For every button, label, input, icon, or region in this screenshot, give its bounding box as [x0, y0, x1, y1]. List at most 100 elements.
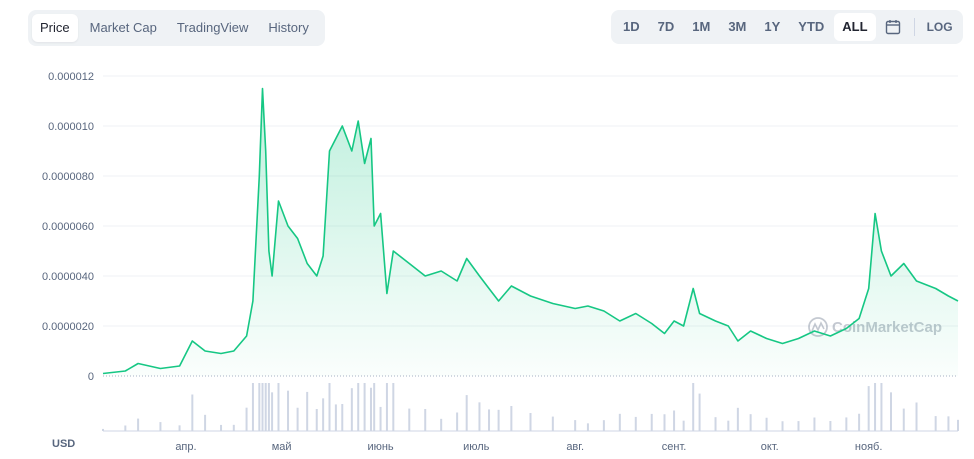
- volume-bar: [727, 420, 730, 431]
- volume-bar: [102, 428, 104, 431]
- volume-bar: [369, 387, 372, 431]
- y-axis: 0 0.0000020 0.0000040 0.0000060 0.0000080 0.0…: [42, 71, 94, 383]
- x-tick-label: апр.: [175, 441, 196, 453]
- volume-bar: [497, 409, 500, 431]
- volume-bar: [334, 404, 337, 431]
- volume-bar: [287, 390, 290, 431]
- volume-bars: [102, 383, 959, 431]
- y-tick-label: 0.000012: [48, 71, 94, 83]
- range-1y-button[interactable]: 1Y: [764, 19, 781, 34]
- range-1d-button[interactable]: 1D: [623, 19, 640, 34]
- volume-bar: [510, 406, 513, 431]
- volume-bar: [902, 408, 905, 431]
- y-tick-label: 0.000010: [48, 121, 94, 133]
- volume-bar: [915, 402, 918, 431]
- price-line: [102, 87, 959, 375]
- volume-bar: [529, 413, 532, 431]
- volume-bar: [845, 417, 848, 431]
- volume-bar: [159, 422, 162, 431]
- volume-bar: [264, 383, 267, 431]
- x-axis: апр. май июнь июль авг. сент. окт. нояб.: [175, 441, 882, 453]
- volume-bar: [220, 424, 223, 431]
- volume-bar: [551, 416, 554, 431]
- y-tick-label: 0.0000080: [42, 171, 94, 183]
- y-tick-label: 0.0000040: [42, 271, 94, 283]
- volume-bar: [424, 409, 427, 431]
- volume-bar: [634, 416, 637, 431]
- volume-bar: [934, 416, 937, 431]
- volume-bar: [315, 409, 318, 431]
- divider: [913, 18, 915, 36]
- tab-history[interactable]: History: [268, 20, 309, 35]
- volume-bar: [245, 407, 248, 431]
- volume-bar: [465, 395, 468, 431]
- volume-bar: [874, 383, 877, 431]
- range-1m-button[interactable]: 1M: [692, 19, 711, 34]
- volume-bar: [867, 386, 870, 431]
- volume-bar: [379, 406, 382, 431]
- x-tick-label: май: [272, 441, 292, 453]
- x-tick-label: июль: [463, 441, 490, 453]
- volume-bar: [880, 383, 883, 431]
- range-3m-button[interactable]: 3M: [728, 19, 747, 34]
- volume-bar: [858, 413, 861, 431]
- chart-tabs: Price Market Cap TradingView History: [28, 10, 325, 46]
- volume-bar: [890, 392, 893, 431]
- tab-market-cap[interactable]: Market Cap: [89, 20, 157, 35]
- volume-bar: [306, 391, 309, 431]
- volume-bar: [328, 383, 331, 431]
- volume-bar: [673, 410, 676, 431]
- range-ytd-button[interactable]: YTD: [798, 19, 825, 34]
- volume-bar: [408, 408, 411, 431]
- volume-bar: [385, 383, 388, 431]
- range-7d-button[interactable]: 7D: [657, 19, 675, 34]
- x-tick-label: нояб.: [855, 441, 883, 453]
- volume-bar: [277, 383, 280, 431]
- range-all-button[interactable]: ALL: [834, 13, 876, 41]
- y-tick-label: 0.0000060: [42, 221, 94, 233]
- volume-bar: [191, 394, 194, 431]
- volume-bar: [363, 383, 366, 431]
- x-tick-label: июнь: [367, 441, 393, 453]
- volume-bar: [258, 383, 261, 431]
- x-tick-label: сент.: [662, 441, 687, 453]
- volume-bar: [765, 417, 768, 431]
- volume-bar: [440, 418, 443, 431]
- volume-bar: [749, 414, 752, 431]
- tab-price[interactable]: Price: [32, 14, 78, 42]
- volume-bar: [781, 421, 784, 431]
- volume-bar: [650, 413, 653, 431]
- volume-bar: [322, 398, 325, 431]
- volume-bar: [478, 402, 481, 431]
- volume-bar: [714, 417, 717, 431]
- calendar-icon[interactable]: [878, 13, 908, 41]
- volume-bar: [602, 420, 605, 431]
- volume-bar: [373, 383, 376, 431]
- x-tick-label: окт.: [761, 441, 779, 453]
- volume-bar: [341, 404, 344, 431]
- volume-bar: [267, 383, 270, 431]
- volume-bar: [124, 425, 127, 431]
- volume-bar: [698, 393, 701, 431]
- volume-bar: [692, 383, 695, 431]
- volume-bar: [663, 414, 666, 431]
- volume-bar: [392, 383, 395, 431]
- volume-bar: [957, 419, 959, 431]
- volume-bar: [947, 416, 950, 431]
- log-scale-toggle[interactable]: LOG: [926, 20, 953, 34]
- volume-bar: [137, 418, 140, 431]
- y-tick-label: 0: [88, 371, 94, 383]
- volume-bar: [357, 383, 360, 431]
- volume-bar: [574, 420, 577, 431]
- volume-bar: [488, 409, 491, 431]
- volume-bar: [261, 383, 264, 431]
- volume-bar: [736, 407, 739, 431]
- volume-bar: [271, 392, 274, 431]
- tab-tradingview[interactable]: TradingView: [176, 20, 249, 35]
- time-range-selector: 1D 7D 1M 3M 1Y YTD ALL LOG: [611, 10, 963, 44]
- grid-lines: [103, 75, 958, 327]
- x-tick-label: авг.: [566, 441, 584, 453]
- volume-bar: [456, 412, 459, 431]
- volume-bar: [797, 421, 800, 431]
